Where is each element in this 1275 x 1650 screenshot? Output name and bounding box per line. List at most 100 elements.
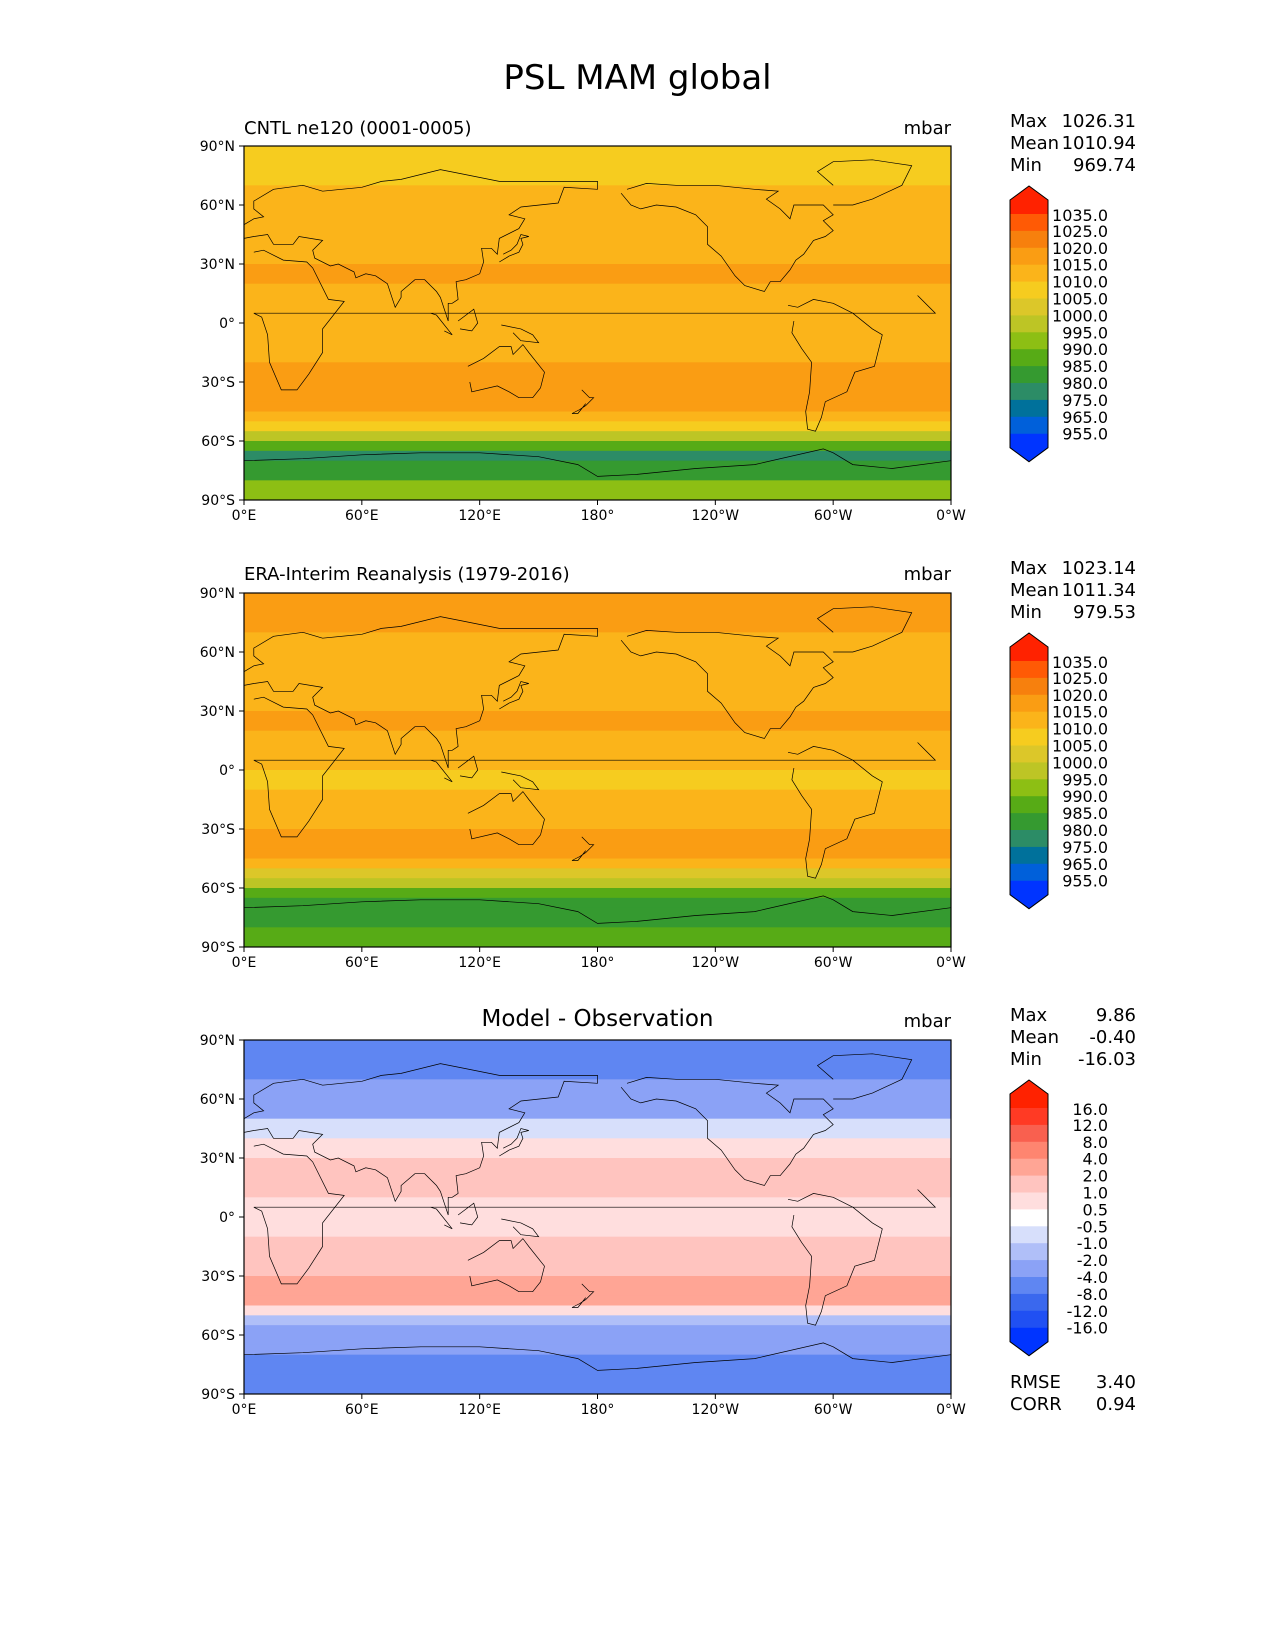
coastline — [467, 1238, 545, 1293]
field-band — [244, 1305, 951, 1316]
stat-label: Mean — [1010, 1027, 1060, 1048]
colorbar-segment — [1010, 366, 1048, 384]
stat-label: Max — [1010, 1005, 1048, 1026]
colorbar-label: 985.0 — [1062, 804, 1108, 823]
coastlines — [244, 159, 951, 477]
colorbar-segment — [1010, 1277, 1048, 1295]
stat-label: Min — [1010, 602, 1042, 623]
colorbar: 1035.01025.01020.01015.01010.01005.01000… — [1009, 632, 1108, 910]
colorbar-segment — [1010, 416, 1048, 435]
coastline — [253, 249, 937, 391]
colorbar-label: 1035.0 — [1052, 206, 1108, 225]
colorbar-extend-min — [1010, 1327, 1048, 1356]
stats-box: Max 1026.31 Mean 1010.94 Min 969.74 — [1010, 111, 1136, 177]
colorbar-segment — [1010, 661, 1048, 679]
colorbar-label: 0.5 — [1083, 1200, 1108, 1219]
colorbar-label: 995.0 — [1062, 323, 1108, 342]
coastline — [620, 630, 834, 739]
field-band — [244, 1040, 951, 1080]
coastline — [571, 836, 595, 861]
stat-label: Max — [1010, 558, 1048, 579]
colorbar-label: 985.0 — [1062, 357, 1108, 376]
colorbar-segment — [1010, 728, 1048, 746]
coastline — [253, 1143, 937, 1285]
field-band — [244, 1295, 951, 1307]
x-tick-label: 60°W — [814, 955, 853, 971]
x-tick-label: 0°E — [232, 508, 257, 524]
field-band — [244, 927, 951, 947]
colorbar-label: 965.0 — [1062, 408, 1108, 427]
colorbar-extend-max — [1010, 633, 1048, 661]
colorbar-extend-max — [1010, 1080, 1048, 1108]
colorbar-segment — [1010, 1260, 1048, 1278]
colorbar-segment — [1010, 1243, 1048, 1261]
colorbar-segment — [1010, 247, 1048, 266]
coastline — [571, 389, 595, 414]
panel-units: mbar — [903, 564, 951, 585]
coastline — [501, 771, 540, 791]
colorbar-label: 1025.0 — [1052, 669, 1108, 688]
colorbar-label: 1010.0 — [1052, 273, 1108, 292]
colorbar-segment — [1010, 1293, 1048, 1312]
y-tick-label: 30°N — [200, 1151, 235, 1167]
coastline — [253, 696, 937, 838]
field-band — [244, 1354, 951, 1375]
field-band — [244, 1344, 951, 1356]
field-band — [244, 1374, 951, 1394]
coastline — [467, 344, 545, 399]
colorbar-label: -4.0 — [1077, 1268, 1108, 1287]
colorbar-segment — [1010, 399, 1048, 418]
field-band — [244, 1276, 951, 1297]
metric-value: 3.40 — [1095, 1372, 1136, 1393]
coastline — [430, 1206, 453, 1230]
y-tick-label: 60°S — [201, 881, 235, 897]
colorbar-label: 1.0 — [1083, 1184, 1108, 1203]
x-tick-label: 120°W — [692, 1402, 740, 1418]
field-band — [244, 848, 951, 860]
x-tick-label: 120°E — [458, 508, 501, 524]
field-band — [244, 323, 951, 344]
colorbar-label: 8.0 — [1083, 1133, 1108, 1152]
colorbar-label: 1000.0 — [1052, 753, 1108, 772]
coastline — [430, 759, 453, 783]
colorbar-label: 1005.0 — [1052, 737, 1108, 756]
field-band — [244, 858, 951, 869]
colorbar-label: 965.0 — [1062, 855, 1108, 874]
field-band — [244, 460, 951, 481]
field-band — [244, 711, 951, 732]
stat-value: 969.74 — [1073, 155, 1136, 176]
stats-box: Max 1023.14 Mean 1011.34 Min 979.53 — [1010, 558, 1136, 624]
field-band — [244, 809, 951, 830]
colorbar-label: -1.0 — [1077, 1234, 1108, 1253]
colorbar-label: 1015.0 — [1052, 256, 1108, 275]
colorbar-label: -0.5 — [1077, 1217, 1108, 1236]
colorbar-label: -2.0 — [1077, 1251, 1108, 1270]
coastline — [787, 1193, 883, 1326]
y-tick-label: 30°N — [200, 704, 235, 720]
field-band — [244, 1325, 951, 1336]
field-band — [244, 1256, 951, 1277]
colorbar-segment — [1010, 1310, 1048, 1329]
x-tick-label: 120°W — [692, 508, 740, 524]
x-tick-label: 180° — [581, 1402, 615, 1418]
stat-label: Min — [1010, 1049, 1042, 1070]
coastline — [499, 234, 529, 263]
metrics-box: RMSE 3.40 CORR 0.94 — [1010, 1372, 1136, 1416]
panel-title: Model - Observation — [481, 1006, 714, 1032]
colorbar-segment — [1010, 1158, 1048, 1177]
field-band — [244, 224, 951, 245]
stat-value: -0.40 — [1089, 1027, 1136, 1048]
stat-label: Min — [1010, 155, 1042, 176]
stat-value: 1026.31 — [1061, 111, 1136, 132]
x-tick-label: 0°W — [936, 955, 966, 971]
field-band — [244, 450, 951, 462]
colorbar-label: 955.0 — [1062, 425, 1108, 444]
field-band — [244, 789, 951, 810]
colorbar-segment — [1010, 315, 1048, 333]
stat-value: 1011.34 — [1061, 580, 1136, 601]
y-tick-label: 0° — [219, 316, 235, 332]
x-tick-label: 0°E — [232, 1402, 257, 1418]
field-band — [244, 770, 951, 791]
map-plot-diff: 0°E 60°E 120°E 180° 120°W 60°W 0°W 90°N 60°N 30°N… — [200, 1033, 966, 1418]
colorbar-label: 2.0 — [1083, 1167, 1108, 1186]
